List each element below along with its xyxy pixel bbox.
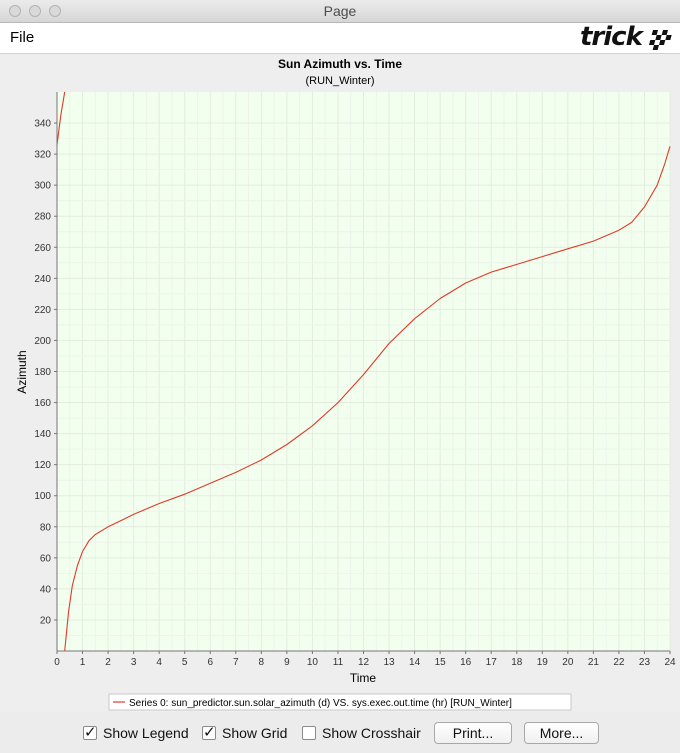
x-tick-label: 21: [588, 657, 600, 668]
y-tick-label: 140: [34, 429, 51, 440]
x-tick-label: 6: [207, 657, 213, 668]
x-tick-label: 23: [639, 657, 651, 668]
checkered-flag-icon: [648, 30, 672, 50]
show-legend-checkbox[interactable]: Show Legend: [83, 723, 189, 741]
x-tick-label: 20: [562, 657, 574, 668]
x-tick-label: 24: [664, 657, 676, 668]
minimize-window-button[interactable]: [29, 5, 41, 17]
show-grid-checkbox[interactable]: Show Grid: [202, 723, 288, 741]
y-tick-label: 60: [40, 553, 52, 564]
legend: Series 0: sun_predictor.sun.solar_azimut…: [108, 693, 572, 711]
y-tick-label: 340: [34, 119, 51, 130]
y-tick-label: 200: [34, 336, 51, 347]
y-tick-label: 80: [40, 522, 52, 533]
x-tick-label: 5: [182, 657, 188, 668]
y-tick-label: 300: [34, 181, 51, 192]
more-button[interactable]: More...: [524, 722, 599, 744]
series-layer: [56, 91, 671, 652]
x-tick-label: 15: [435, 657, 447, 668]
print-button[interactable]: Print...: [434, 722, 512, 744]
x-tick-label: 2: [105, 657, 111, 668]
x-tick-label: 19: [537, 657, 549, 668]
x-tick-label: 17: [486, 657, 498, 668]
legend-entry: Series 0: sun_predictor.sun.solar_azimut…: [129, 698, 512, 709]
controls-bar: Show Legend Show Grid Show Crosshair Pri…: [0, 714, 680, 753]
x-tick-label: 14: [409, 657, 421, 668]
show-legend-check-icon[interactable]: [83, 723, 97, 741]
y-tick-label: 260: [34, 243, 51, 254]
file-menu[interactable]: File: [10, 29, 35, 46]
y-tick-label: 20: [40, 615, 52, 626]
chart-subtitle: (RUN_Winter): [305, 75, 374, 87]
x-tick-label: 1: [80, 657, 86, 668]
x-axis-label: Time: [350, 671, 377, 685]
y-tick-label: 180: [34, 367, 51, 378]
show-crosshair-check-icon[interactable]: [302, 726, 316, 740]
y-tick-label: 280: [34, 212, 51, 223]
y-tick-label: 320: [34, 150, 51, 161]
x-tick-label: 0: [54, 657, 60, 668]
y-axis-ticks: 20 40 60 80 100 120 140 160 180 200 220 240 260 280 30…: [34, 119, 57, 626]
x-tick-label: 16: [460, 657, 472, 668]
x-tick-label: 4: [156, 657, 162, 668]
x-tick-label: 13: [383, 657, 395, 668]
show-grid-label: Show Grid: [222, 725, 288, 741]
chart-title: Sun Azimuth vs. Time: [278, 57, 402, 71]
x-tick-label: 12: [358, 657, 370, 668]
y-axis-label: Azimuth: [15, 350, 29, 393]
y-tick-label: 240: [34, 274, 51, 285]
menu-bar: File: [0, 23, 680, 54]
x-tick-label: 9: [284, 657, 290, 668]
x-tick-label: 11: [333, 657, 344, 668]
logo-text: trick: [580, 22, 643, 52]
y-tick-label: 160: [34, 398, 51, 409]
y-tick-label: 100: [34, 491, 51, 502]
x-tick-label: 3: [131, 657, 137, 668]
y-tick-label: 220: [34, 305, 51, 316]
trick-logo: trick: [580, 22, 672, 54]
x-axis-ticks: 0 1 2 3 4 5 6 7 8 9 10 11 12 13 14 15 16 17 18 19 20 21 22 23 24: [54, 651, 676, 668]
x-tick-label: 10: [307, 657, 319, 668]
x-tick-label: 22: [613, 657, 625, 668]
series-line: [64, 146, 671, 652]
close-window-button[interactable]: [9, 5, 21, 17]
zoom-window-button[interactable]: [49, 5, 61, 17]
y-tick-label: 120: [34, 460, 51, 471]
show-crosshair-label: Show Crosshair: [322, 725, 421, 741]
window-titlebar: Page: [0, 0, 680, 23]
x-tick-label: 8: [259, 657, 265, 668]
x-tick-label: 7: [233, 657, 239, 668]
show-legend-label: Show Legend: [103, 725, 189, 741]
show-crosshair-checkbox[interactable]: Show Crosshair: [302, 725, 421, 741]
window-title: Page: [323, 3, 357, 19]
y-tick-label: 40: [40, 584, 52, 595]
series-line: [56, 91, 66, 145]
legend-box: [108, 693, 572, 711]
x-tick-label: 18: [511, 657, 523, 668]
show-grid-check-icon[interactable]: [202, 723, 216, 741]
